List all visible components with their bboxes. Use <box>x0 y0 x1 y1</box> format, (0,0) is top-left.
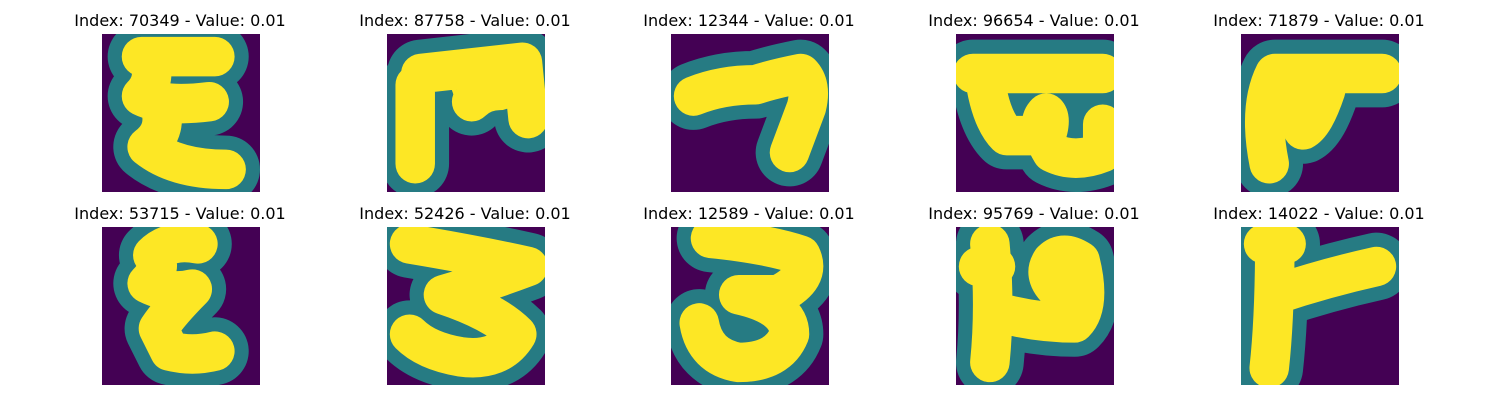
panel-title: Index: 12589 - Value: 0.01 <box>643 204 855 223</box>
panel-title: Index: 87758 - Value: 0.01 <box>359 11 571 30</box>
handwritten-character-image <box>671 227 829 385</box>
panel-title: Index: 71879 - Value: 0.01 <box>1213 11 1425 30</box>
panel-title: Index: 95769 - Value: 0.01 <box>928 204 1140 223</box>
handwritten-character-image <box>956 34 1114 192</box>
handwritten-character-image <box>1241 227 1399 385</box>
panel-title: Index: 52426 - Value: 0.01 <box>359 204 571 223</box>
handwritten-character-image <box>102 34 260 192</box>
panel-title: Index: 70349 - Value: 0.01 <box>74 11 286 30</box>
handwritten-character-image <box>387 227 545 385</box>
panel-1: Index: 70349 - Value: 0.01 <box>35 11 325 201</box>
panel-8: Index: 12589 - Value: 0.01 <box>604 204 894 394</box>
panel-5: Index: 71879 - Value: 0.01 <box>1174 11 1464 201</box>
panel-7: Index: 52426 - Value: 0.01 <box>320 204 610 394</box>
panel-title: Index: 96654 - Value: 0.01 <box>928 11 1140 30</box>
panel-3: Index: 12344 - Value: 0.01 <box>604 11 894 201</box>
panel-title: Index: 14022 - Value: 0.01 <box>1213 204 1425 223</box>
panel-2: Index: 87758 - Value: 0.01 <box>320 11 610 201</box>
handwritten-character-image <box>956 227 1114 385</box>
panel-title: Index: 12344 - Value: 0.01 <box>643 11 855 30</box>
panel-4: Index: 96654 - Value: 0.01 <box>889 11 1179 201</box>
panel-10: Index: 14022 - Value: 0.01 <box>1174 204 1464 394</box>
handwritten-character-image <box>102 227 260 385</box>
panel-9: Index: 95769 - Value: 0.01 <box>889 204 1179 394</box>
handwritten-character-image <box>671 34 829 192</box>
handwritten-character-image <box>387 34 545 192</box>
handwritten-character-image <box>1241 34 1399 192</box>
panel-6: Index: 53715 - Value: 0.01 <box>35 204 325 394</box>
panel-title: Index: 53715 - Value: 0.01 <box>74 204 286 223</box>
